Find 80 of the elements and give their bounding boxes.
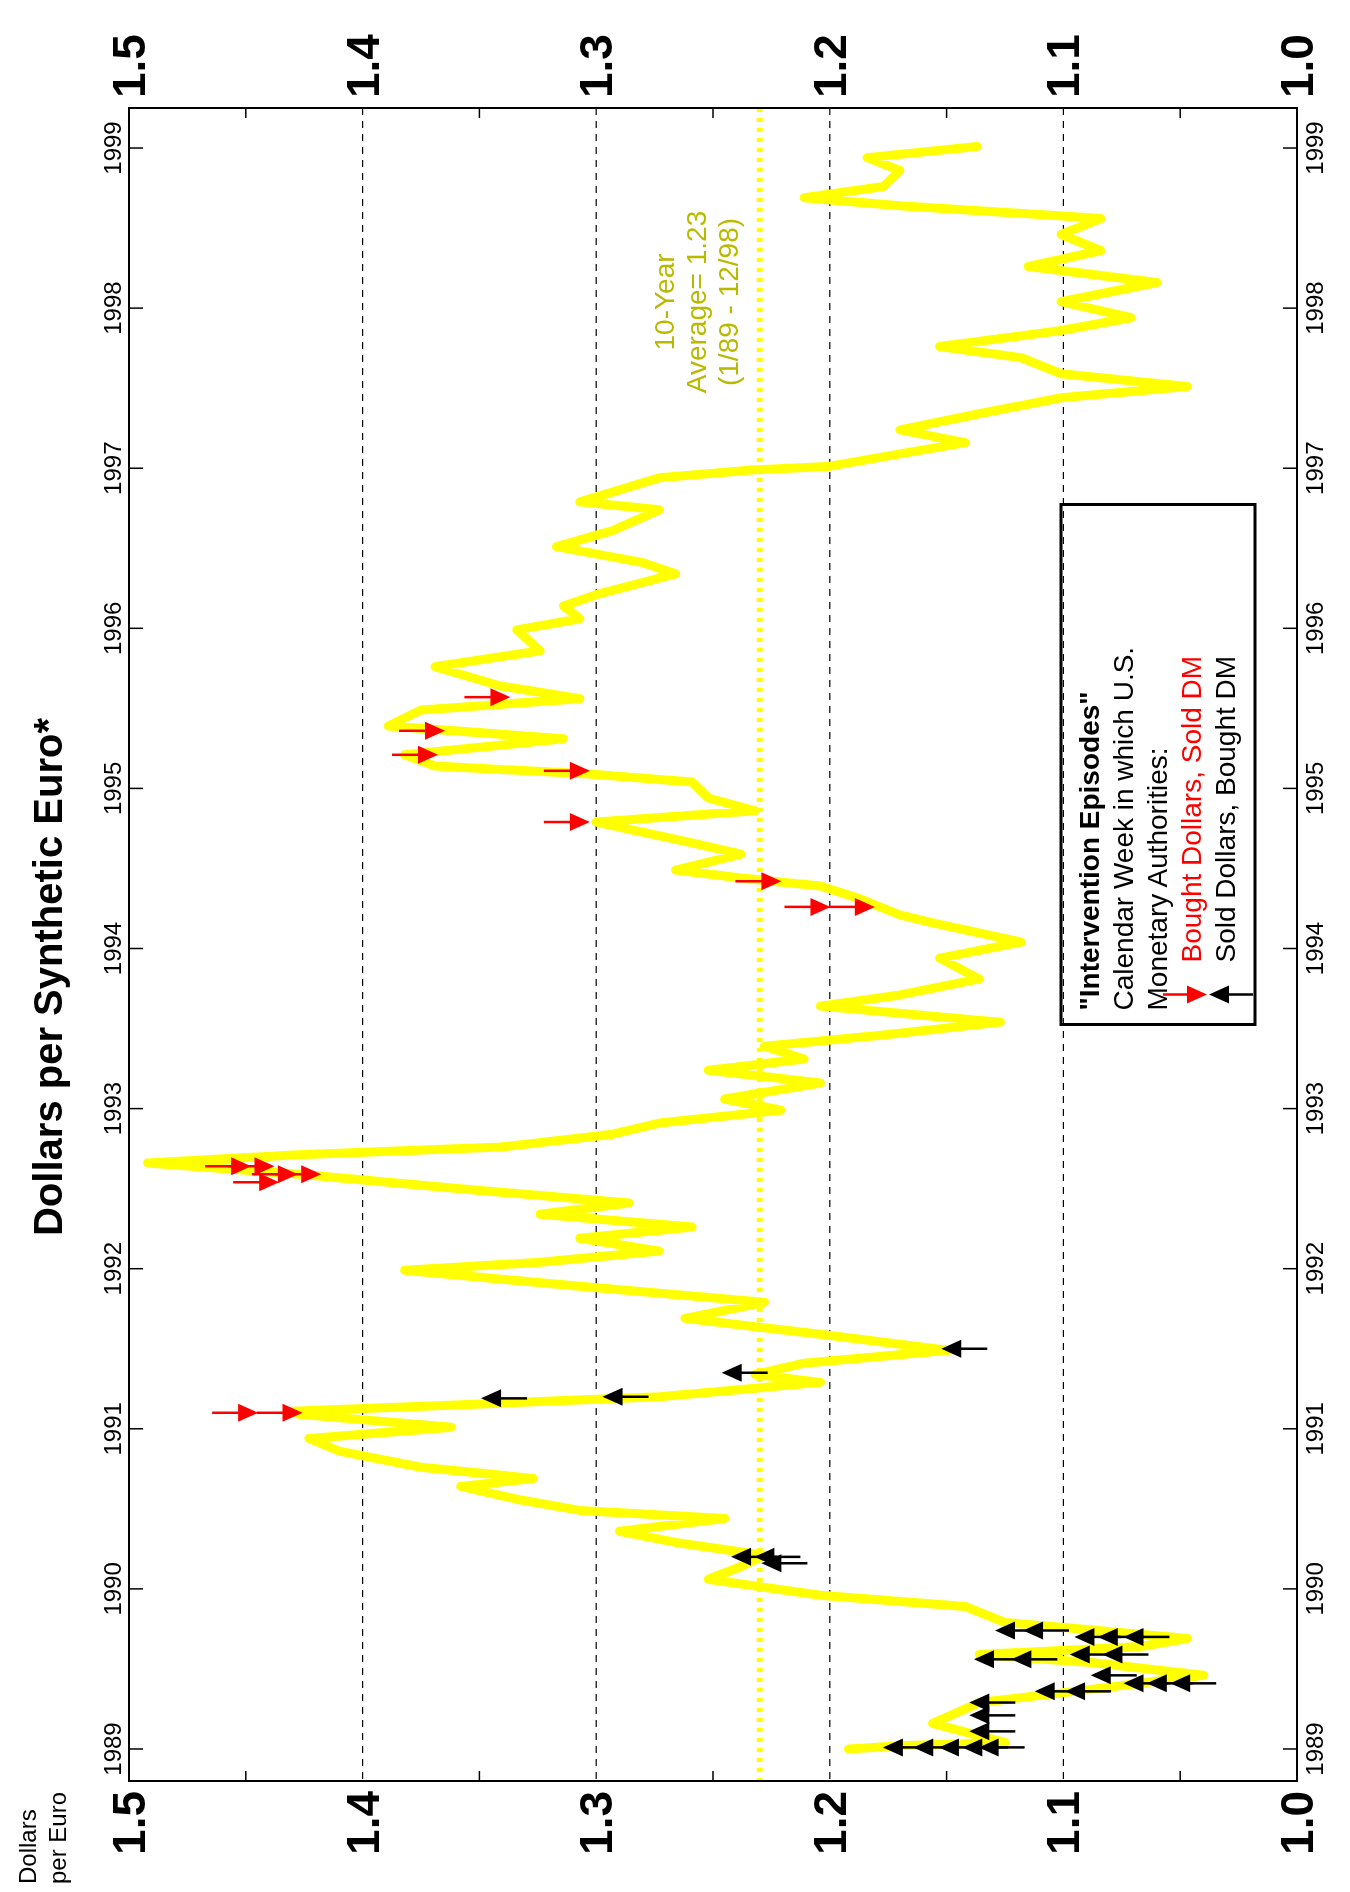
- y-tick-label: 1993: [99, 1081, 126, 1136]
- point: [969, 1722, 990, 1741]
- y2-tick-label: 1994: [1301, 921, 1328, 976]
- point: [569, 813, 590, 832]
- point: [969, 1706, 990, 1725]
- y2-tick-label: 1991: [1301, 1402, 1328, 1456]
- point: [973, 1650, 994, 1669]
- y2-tick-label: 1996: [1301, 601, 1328, 656]
- y-tick-label: 1992: [99, 1242, 126, 1296]
- y-tick-label: 1998: [99, 281, 126, 335]
- x-tick-label: 1.4: [336, 1790, 389, 1855]
- text: Sold Dollars, Bought DM: [1210, 655, 1241, 963]
- point: [1146, 1674, 1167, 1693]
- point: [1011, 1650, 1032, 1669]
- y-tick-label: 1989: [99, 1722, 126, 1776]
- point: [731, 1547, 752, 1566]
- point: [1069, 1645, 1090, 1664]
- point: [1097, 1627, 1118, 1646]
- point: [938, 1738, 959, 1757]
- point: [969, 1693, 990, 1712]
- x2-tick-label: 1.5: [103, 34, 155, 98]
- point: [1123, 1674, 1144, 1693]
- x2-tick-label: 1.0: [1271, 34, 1323, 98]
- point: [761, 872, 782, 891]
- point: [995, 1621, 1015, 1640]
- point: [238, 1403, 259, 1422]
- point: [1170, 1674, 1191, 1693]
- y2-tick-label: 1999: [1301, 121, 1328, 175]
- point: [418, 745, 439, 764]
- text: Dollars per Euro: [14, 1791, 71, 1884]
- point: [1123, 1627, 1144, 1646]
- y-tick-label: 1990: [99, 1562, 126, 1616]
- ref-line-label: 10-Year Average= 1.23 (1/89 - 12/98): [648, 210, 744, 394]
- point: [481, 1389, 502, 1408]
- point: [810, 897, 831, 916]
- point: [721, 1363, 742, 1382]
- y-tick-label: 1997: [99, 441, 126, 495]
- text: Bought Dollars, Sold DM: [1176, 655, 1207, 963]
- y-tick-label: 1991: [99, 1402, 126, 1456]
- point: [913, 1738, 934, 1757]
- x2-tick-label: 1.2: [803, 34, 856, 98]
- point: [259, 1173, 280, 1192]
- x-tick-label: 1.5: [103, 1791, 155, 1855]
- x-tick-label: 1.1: [1037, 1791, 1090, 1855]
- y2-tick-label: 1990: [1301, 1562, 1328, 1616]
- y2-tick-label: 1989: [1301, 1722, 1328, 1776]
- point: [490, 688, 511, 707]
- point: [254, 1157, 275, 1176]
- x2-tick-label: 1.3: [570, 34, 623, 98]
- point: [882, 1738, 903, 1757]
- point: [569, 761, 590, 780]
- point: [1074, 1627, 1095, 1646]
- point: [425, 721, 446, 740]
- point: [1034, 1682, 1055, 1701]
- point: [602, 1387, 623, 1406]
- x-tick-label: 1.0: [1271, 1791, 1323, 1855]
- text: Dollars per Synthetic Euro*: [26, 717, 70, 1236]
- point: [941, 1339, 962, 1358]
- x-tick-label: 1.3: [570, 1791, 623, 1855]
- point: [962, 1738, 983, 1757]
- point: [1102, 1645, 1123, 1664]
- y-tick-label: 1994: [99, 921, 126, 976]
- y2-tick-label: 1998: [1301, 281, 1328, 335]
- y2-tick-label: 1995: [1301, 761, 1328, 816]
- y2-tick-label: 1993: [1301, 1081, 1328, 1136]
- point: [1065, 1682, 1086, 1701]
- point: [1023, 1621, 1044, 1640]
- y-tick-label: 1995: [99, 761, 126, 816]
- y2-tick-label: 1997: [1301, 441, 1328, 495]
- legend-title: "Intervention Episodes" Calendar Week in which U.S. Monetary Authorities:: [1074, 646, 1173, 1011]
- point: [301, 1165, 322, 1184]
- y2-tick-label: 1992: [1301, 1242, 1328, 1296]
- y-tick-label: 1999: [99, 121, 126, 175]
- y-tick-label: 1996: [99, 601, 126, 656]
- point: [282, 1403, 303, 1422]
- point: [854, 897, 875, 916]
- point: [1090, 1666, 1111, 1685]
- x2-tick-label: 1.1: [1037, 34, 1090, 98]
- x2-tick-label: 1.4: [336, 33, 389, 98]
- x-tick-label: 1.2: [803, 1791, 856, 1855]
